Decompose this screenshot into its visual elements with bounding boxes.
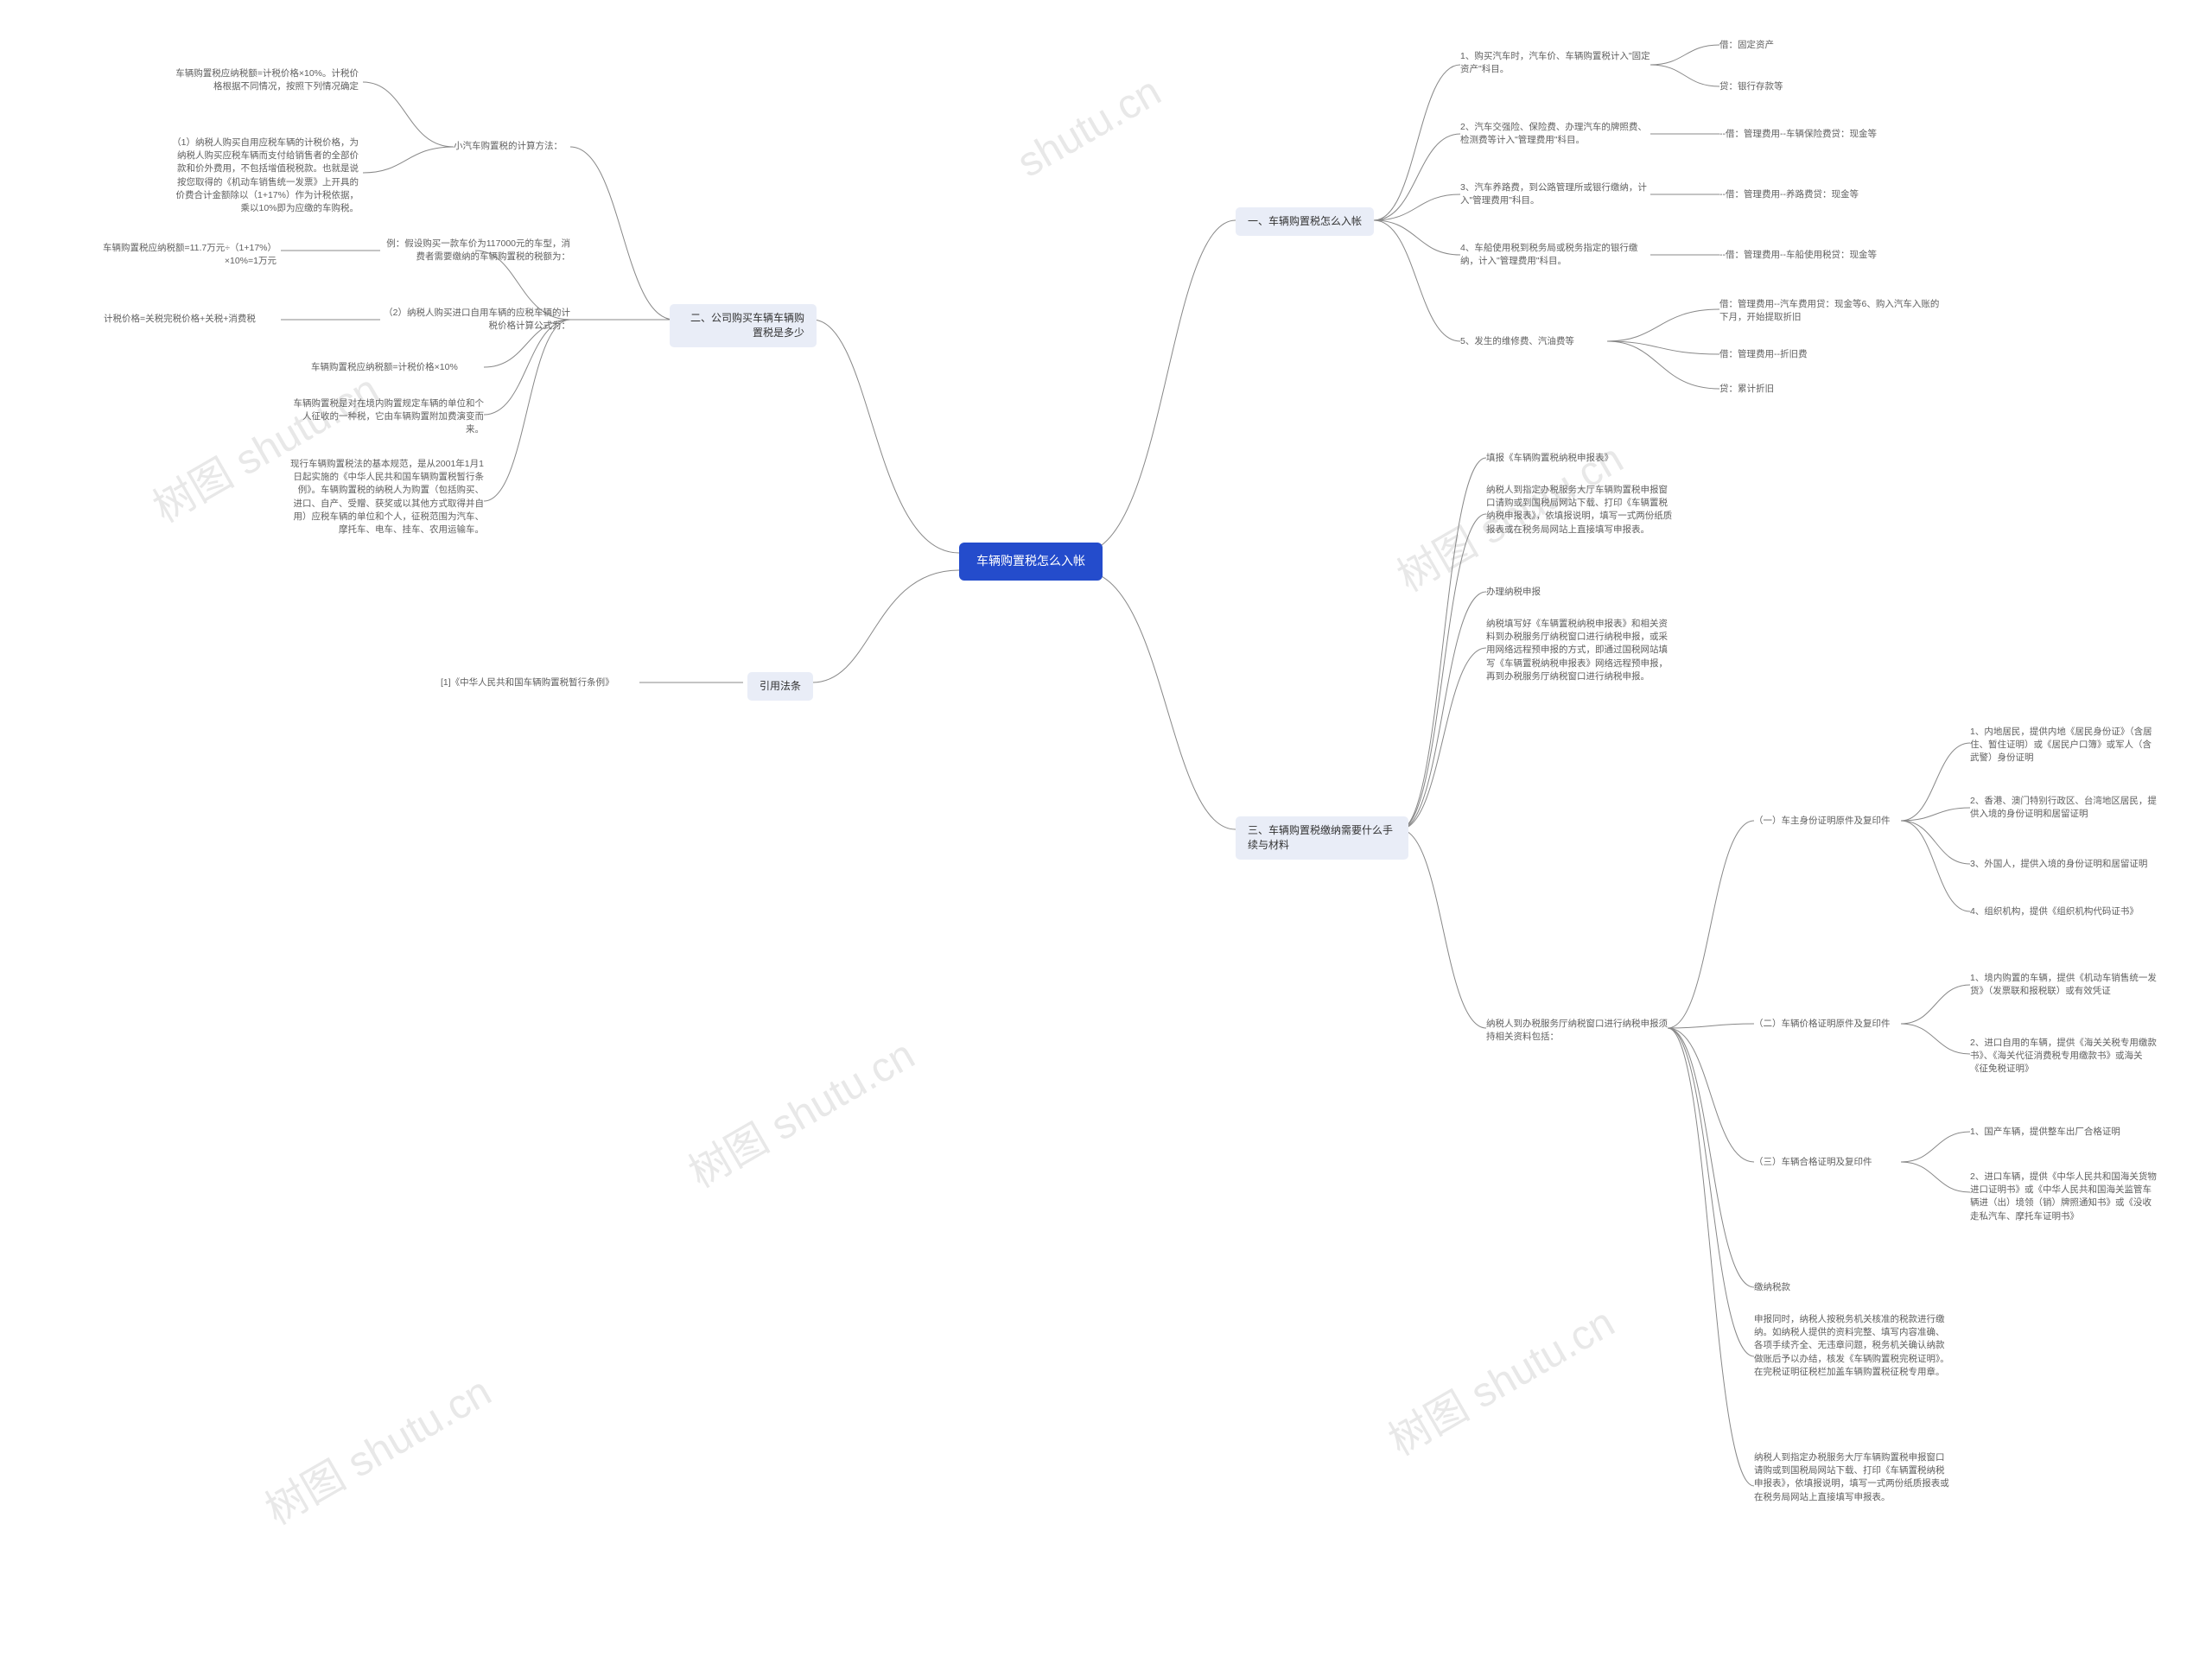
b3-step-3: 纳税填写好《车辆置税纳税申报表》和相关资料到办税服务厅纳税窗口进行纳税申报，或采… <box>1486 618 1676 683</box>
root-node[interactable]: 车辆购置税怎么入帐 <box>959 543 1103 581</box>
b1-c4-leaf: --借：管理费用--车船使用税贷：现金等 <box>1719 249 1877 262</box>
b2-import-leaf0: 计税价格=关税完税价格+关税+消费税 <box>104 313 256 326</box>
b3-g1-2: 2、香港、澳门特别行政区、台湾地区居民，提供入境的身份证明和居留证明 <box>1970 795 2160 821</box>
b3-g3-2: 2、进口车辆，提供《中华人民共和国海关货物进口证明书》或《中华人民共和国海关监管… <box>1970 1171 2160 1223</box>
b3-g1-3: 3、外国人，提供入境的身份证明和居留证明 <box>1970 858 2147 871</box>
b4-leaf: [1]《中华人民共和国车辆购置税暂行条例》 <box>441 676 614 689</box>
b2-import-leaf1: 车辆购置税应纳税额=计税价格×10% <box>311 361 458 374</box>
b1-c5: 5、发生的维修费、汽油费等 <box>1460 335 1574 348</box>
b1-c1-leaf1: 借：固定资产 <box>1719 39 1774 52</box>
b1-c1-leaf2: 贷：银行存款等 <box>1719 80 1783 93</box>
b3-g2-2: 2、进口自用的车辆，提供《海关关税专用缴款书》、《海关代征消费税专用缴款书》或海… <box>1970 1037 2160 1076</box>
b2-example-leaf: 车辆购置税应纳税额=11.7万元÷（1+17%）×10%=1万元 <box>86 242 276 268</box>
b3-g3-1: 1、国产车辆，提供整车出厂合格证明 <box>1970 1126 2120 1139</box>
branch-section-1[interactable]: 一、车辆购置税怎么入帐 <box>1236 207 1374 236</box>
b2-calc-method: 小汽车购置税的计算方法： <box>454 140 563 153</box>
b3-step-1: 纳税人到指定办税服务大厅车辆购置税申报窗口请购或到国税局网站下载、打印《车辆置税… <box>1486 484 1676 536</box>
b3-step-0: 填报《车辆购置税纳税申报表》 <box>1486 452 1613 465</box>
b3-g1: （一）车主身份证明原件及复印件 <box>1754 815 1891 828</box>
watermark: 树图 shutu.cn <box>252 1358 500 1536</box>
b3-g3: （三）车辆合格证明及复印件 <box>1754 1156 1872 1169</box>
b2-intro-0: 车辆购置税应纳税额=计税价格×10%。计税价格根据不同情况，按照下列情况确定 <box>168 67 359 93</box>
b1-c5-leaf2: 借：管理费用--折旧费 <box>1719 348 1808 361</box>
b1-c1: 1、购买汽车时，汽车价、车辆购置税计入"固定资产"科目。 <box>1460 50 1650 76</box>
b2-import: （2）纳税人购买进口自用车辆的应税车辆的计税价格计算公式为： <box>380 307 570 333</box>
b3-pay-label: 缴纳税款 <box>1754 1281 1790 1294</box>
branch-citation[interactable]: 引用法条 <box>747 672 813 701</box>
b1-c4: 4、车船使用税到税务局或税务指定的银行缴纳，计入"管理费用"科目。 <box>1460 242 1650 268</box>
b3-g1-1: 1、内地居民，提供内地《居民身份证》（含居住、暂住证明）或《居民户口簿》或军人（… <box>1970 726 2160 765</box>
b1-c5-leaf1: 借：管理费用--汽车费用贷：现金等6、购入汽车入账的下月，开始提取折旧 <box>1719 298 1944 324</box>
b3-final: 纳税人到指定办税服务大厅车辆购置税申报窗口请购或到国税局网站下载、打印《车辆置税… <box>1754 1451 1953 1504</box>
branch-section-3[interactable]: 三、车辆购置税缴纳需要什么手续与材料 <box>1236 816 1408 860</box>
b2-import-leaf2: 车辆购置税是对在境内购置规定车辆的单位和个人征收的一种税，它由车辆购置附加费演变… <box>289 397 484 437</box>
b2-intro-1: （1）纳税人购买自用应税车辆的计税价格，为纳税人购买应税车辆而支付给销售者的全部… <box>168 136 359 215</box>
watermark: shutu.cn <box>1009 67 1169 187</box>
b3-g2: （二）车辆价格证明原件及复印件 <box>1754 1018 1891 1031</box>
b3-materials: 纳税人到办税服务厅纳税窗口进行纳税申报须持相关资料包括： <box>1486 1018 1676 1044</box>
branch-section-2[interactable]: 二、公司购买车辆车辆购置税是多少 <box>670 304 817 347</box>
b3-g1-4: 4、组织机构，提供《组织机构代码证书》 <box>1970 905 2139 918</box>
b1-c2-leaf: --借：管理费用--车辆保险费贷：现金等 <box>1719 128 1877 141</box>
b1-c2: 2、汽车交强险、保险费、办理汽车的牌照费、检测费等计入"管理费用"科目。 <box>1460 121 1650 147</box>
b2-import-leaf3: 现行车辆购置税法的基本规范，是从2001年1月1日起实施的《中华人民共和国车辆购… <box>289 458 484 536</box>
b3-pay-text: 申报同时，纳税人按税务机关核准的税款进行缴纳。如纳税人提供的资料完整、填写内容准… <box>1754 1313 1953 1379</box>
b1-c3: 3、汽车养路费，到公路管理所或银行缴纳，计入"管理费用"科目。 <box>1460 181 1650 207</box>
watermark: 树图 shutu.cn <box>676 1021 924 1199</box>
b3-g2-1: 1、境内购置的车辆，提供《机动车销售统一发货》（发票联和报税联）或有效凭证 <box>1970 972 2160 998</box>
b2-example: 例：假设购买一款车价为117000元的车型，消费者需要缴纳的车辆购置税的税额为： <box>380 238 570 263</box>
watermark: 树图 shutu.cn <box>1376 1289 1624 1467</box>
b1-c5-leaf3: 贷：累计折旧 <box>1719 383 1774 396</box>
b1-c3-leaf: --借：管理费用--养路费贷：现金等 <box>1719 188 1859 201</box>
mindmap-edges <box>0 0 2212 1676</box>
b3-step-2: 办理纳税申报 <box>1486 586 1541 599</box>
